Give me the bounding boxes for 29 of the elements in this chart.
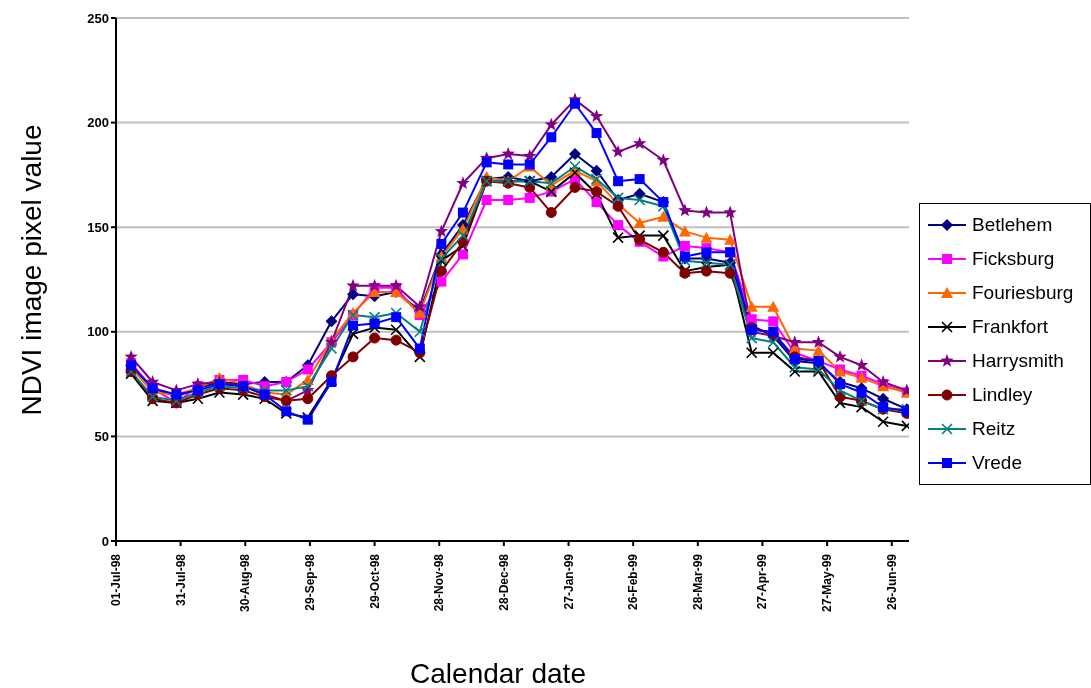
x-tick-label: 27-May-99: [820, 553, 835, 613]
x-tick-label: 28-Dec-98: [496, 553, 511, 611]
x-tick-label: 29-Sep-98: [302, 553, 317, 611]
legend-label: Harrysmith: [972, 350, 1064, 372]
y-tick-label: 200: [87, 115, 109, 131]
legend-label: Vrede: [972, 452, 1022, 474]
y-tick-label: 100: [87, 324, 109, 340]
legend-label: Ficksburg: [972, 248, 1055, 270]
y-axis-title: NDVI image pixel value: [16, 124, 47, 416]
legend-label: Frankfort: [972, 316, 1049, 338]
y-tick-label: 150: [87, 219, 109, 235]
x-tick-label: 26-Jun-99: [884, 553, 899, 611]
x-tick-label: 28-Nov-98: [432, 553, 447, 612]
legend-label: Fouriesburg: [972, 282, 1074, 304]
x-tick-label: 29-Oct-98: [367, 553, 382, 609]
legend-label: Betlehem: [972, 214, 1053, 236]
x-tick-label: 27-Jan-99: [561, 553, 576, 610]
legend-label: Lindley: [972, 384, 1033, 406]
x-tick-label: 31-Jul-98: [173, 553, 188, 607]
x-axis-title: Calendar date: [410, 658, 586, 688]
x-tick-label: 30-Aug-98: [238, 553, 253, 613]
x-tick-label: 27-Apr-99: [755, 553, 770, 610]
y-tick-label: 250: [87, 10, 109, 26]
legend-label: Reitz: [972, 418, 1016, 440]
x-tick-label: 28-Mar-99: [690, 553, 705, 611]
y-tick-label: 50: [94, 429, 109, 445]
x-tick-label: 26-Feb-99: [626, 553, 641, 611]
y-tick-label: 0: [101, 533, 109, 549]
x-tick-label: 01-Jul-98: [109, 553, 123, 607]
